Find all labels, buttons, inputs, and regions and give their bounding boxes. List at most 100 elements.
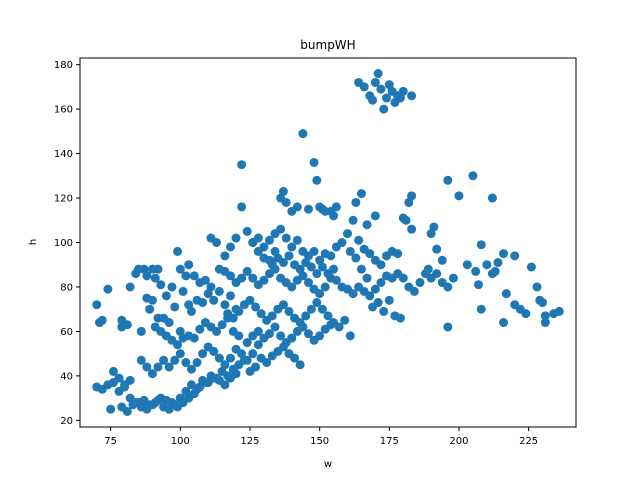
data-point-251 — [326, 251, 336, 261]
data-point-17 — [147, 295, 157, 305]
data-point-91 — [108, 378, 118, 388]
data-point-359 — [540, 311, 550, 321]
data-point-330 — [398, 86, 408, 96]
data-point-244 — [287, 242, 297, 252]
data-point-320 — [370, 77, 380, 87]
data-point-152 — [225, 242, 235, 252]
data-point-25 — [184, 260, 194, 270]
data-point-317 — [359, 82, 369, 92]
data-point-342 — [471, 266, 481, 276]
data-point-69 — [175, 349, 185, 359]
data-point-6 — [122, 320, 132, 330]
data-point-76 — [214, 353, 224, 363]
data-point-19 — [156, 280, 166, 290]
data-point-253 — [337, 238, 347, 247]
data-point-164 — [281, 197, 291, 207]
data-point-319 — [368, 95, 378, 105]
data-point-343 — [473, 280, 483, 290]
data-point-323 — [379, 104, 389, 114]
data-point-245 — [292, 235, 302, 245]
data-point-336 — [437, 255, 447, 265]
data-point-151 — [220, 251, 230, 261]
data-point-26 — [189, 271, 199, 281]
data-point-223 — [253, 326, 263, 336]
y-tick-label: 100 — [54, 238, 73, 249]
data-point-283 — [398, 273, 408, 283]
data-point-220 — [345, 331, 355, 341]
x-tick-label: 100 — [171, 436, 190, 447]
data-point-20 — [161, 291, 171, 301]
data-point-140 — [192, 384, 202, 394]
x-axis-ticks: 75 100 125 150 175 200 225 — [104, 427, 538, 447]
data-point-167 — [298, 129, 308, 139]
data-point-57 — [212, 326, 222, 336]
data-point-363 — [476, 304, 486, 314]
data-point-18 — [150, 273, 160, 283]
data-point-204 — [256, 309, 266, 319]
y-tick-label: 80 — [60, 282, 73, 293]
data-point-93 — [120, 382, 130, 392]
data-point-33 — [170, 302, 180, 312]
data-point-262 — [278, 258, 288, 268]
data-point-268 — [312, 269, 322, 279]
x-tick-label: 125 — [240, 436, 259, 447]
data-point-22 — [173, 246, 183, 256]
data-point-53 — [189, 333, 199, 343]
data-point-321 — [373, 69, 383, 79]
data-point-43 — [220, 300, 230, 310]
data-point-302 — [401, 215, 411, 225]
data-point-311 — [373, 298, 383, 308]
data-point-194 — [315, 289, 325, 299]
data-point-232 — [303, 329, 313, 339]
data-point-243 — [281, 233, 291, 243]
data-point-24 — [181, 271, 191, 281]
data-point-154 — [237, 202, 247, 212]
data-point-335 — [432, 244, 442, 254]
data-point-212 — [301, 311, 311, 321]
data-point-70 — [181, 358, 191, 368]
data-point-175 — [329, 211, 339, 221]
data-point-65 — [153, 362, 163, 372]
data-point-304 — [407, 191, 417, 201]
data-point-300 — [393, 249, 403, 259]
y-tick-label: 120 — [54, 194, 73, 205]
data-point-176 — [331, 202, 341, 212]
data-point-136 — [170, 400, 180, 410]
data-point-221 — [242, 338, 252, 348]
data-point-44 — [225, 291, 235, 301]
data-point-312 — [379, 306, 389, 316]
y-tick-label: 60 — [60, 327, 73, 338]
data-point-83 — [253, 340, 263, 350]
data-point-184 — [259, 275, 269, 285]
x-axis-label: w — [324, 459, 332, 470]
data-point-62 — [136, 355, 146, 365]
data-point-308 — [356, 264, 366, 274]
data-point-61 — [234, 331, 244, 341]
data-point-197 — [331, 275, 341, 285]
data-point-346 — [487, 193, 497, 203]
data-point-313 — [384, 295, 394, 305]
data-point-21 — [167, 282, 177, 292]
data-point-348 — [493, 258, 503, 268]
data-point-206 — [267, 311, 277, 321]
data-point-248 — [309, 246, 319, 256]
data-point-259 — [370, 211, 380, 221]
data-point-338 — [443, 175, 453, 185]
data-point-231 — [298, 322, 308, 332]
data-point-360 — [540, 318, 550, 328]
data-point-119 — [251, 362, 261, 372]
data-point-331 — [407, 91, 417, 101]
x-tick-label: 225 — [519, 436, 538, 447]
data-point-126 — [290, 353, 300, 363]
y-tick-label: 180 — [54, 60, 73, 71]
data-point-226 — [270, 322, 280, 332]
data-point-334 — [429, 222, 439, 232]
data-point-169 — [309, 157, 319, 167]
data-point-67 — [164, 362, 174, 372]
data-point-279 — [376, 278, 386, 288]
data-point-225 — [264, 329, 274, 339]
data-point-182 — [248, 273, 258, 283]
y-tick-label: 40 — [60, 371, 73, 382]
data-point-145 — [220, 380, 230, 390]
x-tick-label: 175 — [380, 436, 399, 447]
